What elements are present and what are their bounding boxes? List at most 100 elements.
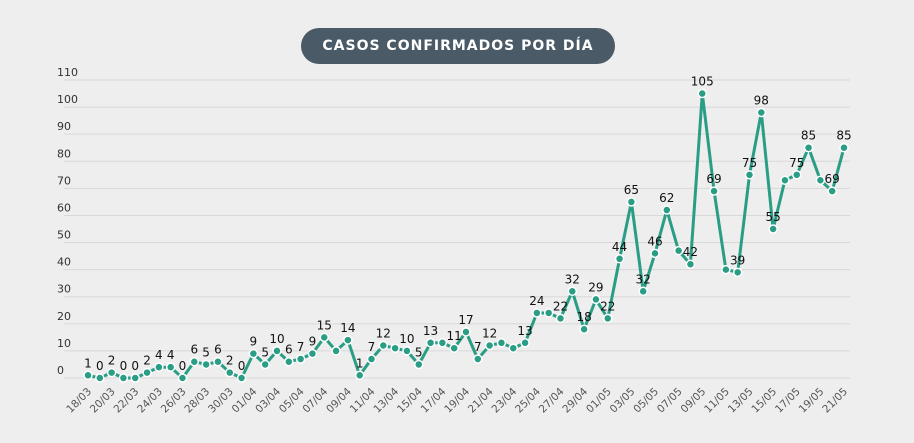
data-label: 46	[647, 234, 662, 248]
data-label: 7	[297, 340, 305, 354]
data-label: 14	[340, 321, 355, 335]
x-tick-label: 19/04	[442, 385, 472, 415]
data-label: 6	[214, 343, 222, 357]
y-tick-label: 90	[57, 120, 71, 133]
data-point	[189, 356, 200, 367]
y-tick-label: 20	[57, 310, 71, 323]
x-tick-label: 11/04	[348, 385, 378, 415]
data-point	[118, 373, 129, 383]
data-point	[106, 367, 117, 378]
data-label: 12	[482, 326, 497, 340]
data-point	[579, 324, 589, 334]
x-tick-label: 07/05	[655, 386, 685, 416]
data-point	[543, 308, 554, 318]
data-label: 1	[356, 356, 364, 370]
data-label: 15	[317, 318, 332, 332]
data-label: 0	[179, 359, 187, 373]
data-point	[603, 313, 613, 324]
x-tick-label: 21/05	[820, 386, 850, 416]
data-label: 10	[399, 332, 414, 346]
data-label: 32	[565, 272, 580, 286]
chart-title: CASOS CONFIRMADOS POR DÍA	[301, 28, 615, 64]
y-tick-label: 70	[57, 174, 71, 187]
data-label: 4	[167, 348, 175, 362]
data-label: 5	[261, 345, 269, 359]
x-tick-label: 20/03	[88, 386, 118, 416]
data-label: 2	[226, 354, 234, 368]
data-point	[520, 338, 530, 348]
data-point	[744, 170, 755, 180]
data-point	[449, 343, 459, 353]
x-tick-label: 26/03	[159, 386, 189, 416]
data-point	[319, 332, 329, 343]
data-point	[484, 340, 495, 351]
data-point	[402, 346, 412, 356]
data-label: 62	[659, 191, 674, 205]
x-tick-label: 25/04	[513, 385, 543, 415]
data-point	[650, 248, 660, 259]
data-point	[792, 170, 802, 180]
data-point	[213, 356, 223, 367]
data-label: 18	[576, 310, 591, 324]
data-point	[591, 294, 601, 305]
data-label: 98	[754, 94, 769, 108]
data-label: 13	[517, 324, 532, 338]
data-point	[437, 338, 448, 348]
data-point	[165, 362, 176, 372]
x-tick-label: 27/04	[537, 385, 567, 415]
x-tick-label: 07/04	[300, 385, 330, 415]
data-point	[732, 267, 743, 278]
data-label: 22	[553, 299, 568, 313]
data-label: 11	[447, 329, 462, 343]
data-point	[673, 245, 684, 256]
data-label: 1	[84, 356, 92, 370]
data-label: 13	[423, 324, 438, 338]
y-tick-label: 110	[57, 66, 78, 79]
data-label: 105	[691, 75, 714, 89]
data-label: 69	[706, 172, 721, 186]
y-tick-label: 30	[57, 283, 71, 296]
data-label: 75	[789, 156, 804, 170]
data-point	[272, 346, 282, 356]
data-point	[496, 338, 507, 348]
x-tick-label: 15/04	[395, 385, 425, 415]
data-label: 65	[624, 183, 639, 197]
data-label: 7	[368, 340, 376, 354]
data-point	[815, 175, 826, 185]
data-label: 75	[742, 156, 757, 170]
data-label: 42	[683, 245, 698, 259]
x-tick-label: 13/04	[371, 385, 401, 415]
x-tick-label: 13/05	[726, 386, 756, 416]
data-label: 10	[269, 332, 284, 346]
y-tick-label: 100	[57, 93, 78, 106]
data-point	[721, 264, 731, 275]
x-tick-label: 05/05	[631, 386, 661, 416]
x-tick-label: 24/03	[135, 386, 165, 416]
y-tick-label: 0	[57, 364, 64, 377]
data-point	[626, 197, 637, 207]
data-point	[780, 175, 790, 185]
data-point	[414, 359, 424, 370]
data-label: 24	[529, 294, 544, 308]
y-tick-label: 40	[57, 256, 71, 269]
data-points	[83, 88, 849, 383]
data-label: 9	[309, 335, 317, 349]
y-axis-ticks: 0 10 20 30 40 50 60 70 80 90 100 110	[57, 66, 78, 377]
data-point	[709, 186, 719, 196]
data-point	[839, 142, 849, 153]
data-label: 4	[155, 348, 163, 362]
data-point	[130, 373, 140, 383]
data-point	[177, 373, 188, 383]
data-label: 7	[474, 340, 482, 354]
data-label: 85	[801, 129, 816, 143]
data-label: 55	[765, 210, 780, 224]
data-label: 22	[600, 299, 615, 313]
data-point	[154, 362, 164, 372]
x-tick-label: 18/03	[64, 386, 94, 416]
x-tick-label: 01/05	[584, 386, 614, 416]
data-point	[555, 313, 566, 324]
data-label: 2	[143, 354, 151, 368]
data-label: 2	[108, 354, 116, 368]
